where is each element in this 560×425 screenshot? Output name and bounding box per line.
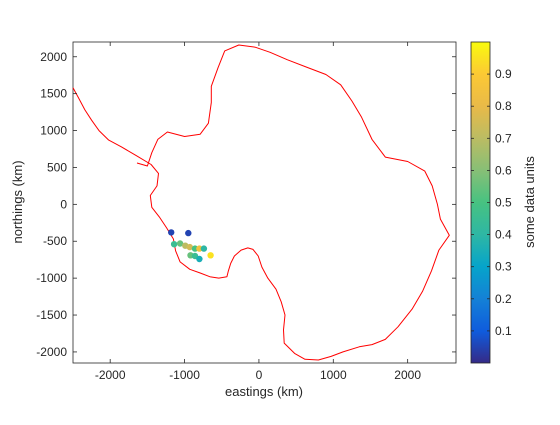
x-axis-label: eastings (km) [225, 384, 303, 399]
colorbar-label: some data units [522, 156, 537, 248]
x-tick-label: -1000 [169, 368, 200, 382]
x-tick-label: -2000 [95, 368, 126, 382]
axes-layer: -2000 -1000 0 1000 2000 -2000 -1500 -1000 -500 0… [10, 42, 456, 399]
colorbar-tick-label: 0.5 [495, 196, 512, 210]
colorbar-tick-label: 0.7 [495, 131, 512, 145]
y-tick-label: -1000 [36, 271, 67, 285]
x-tick-label: 2000 [394, 368, 421, 382]
data-point [201, 245, 207, 251]
y-tick-label: 1500 [40, 87, 67, 101]
colorbar-tick-label: 0.3 [495, 260, 512, 274]
y-tick-label: -500 [43, 234, 67, 248]
y-tick-label: 0 [60, 197, 67, 211]
y-axis-label: northings (km) [10, 160, 25, 243]
y-tick-label: 500 [47, 160, 67, 174]
colorbar: 0.1 0.2 0.3 0.4 0.5 0.6 0.7 0.8 0.9 some data un… [471, 42, 537, 363]
colorbar-tick-label: 0.9 [495, 67, 512, 81]
y-tick-label: -1500 [36, 308, 67, 322]
colorbar-tick-label: 0.1 [495, 324, 512, 338]
x-tick-label: 1000 [320, 368, 347, 382]
colorbar-tick-label: 0.2 [495, 292, 512, 306]
y-tick-label: 1000 [40, 124, 67, 138]
data-point [207, 252, 213, 258]
x-tick-label: 0 [256, 368, 263, 382]
data-point [196, 256, 202, 262]
data-point [171, 241, 177, 247]
data-point [185, 230, 191, 236]
y-tick-label: -2000 [36, 345, 67, 359]
colorbar-tick-label: 0.6 [495, 163, 512, 177]
colorbar-tick-label: 0.4 [495, 228, 512, 242]
data-point [168, 229, 174, 235]
plot-area [73, 42, 456, 363]
colorbar-tick-label: 0.8 [495, 99, 512, 113]
y-tick-label: 2000 [40, 50, 67, 64]
